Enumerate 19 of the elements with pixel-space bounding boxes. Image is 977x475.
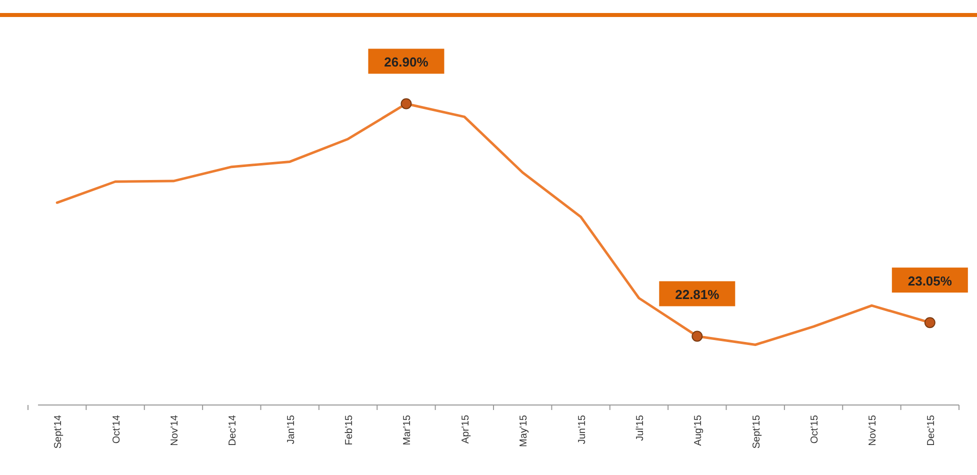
data-label: 26.90% [384, 54, 429, 70]
x-tick-label: May'15 [518, 414, 530, 447]
x-tick-label: Sept'14 [53, 414, 64, 449]
data-label: 23.05% [908, 274, 952, 289]
x-tick-label: Apr'15 [460, 414, 472, 444]
x-tick-label: Dec'14 [228, 414, 239, 446]
data-label: 22.81% [675, 287, 720, 302]
x-tick-label: Sept'15 [751, 414, 762, 449]
x-tick-label: Nov'15 [868, 414, 879, 446]
x-tick-label: Mar'15 [402, 414, 414, 446]
x-tick-label: Oct'14 [111, 414, 122, 444]
x-tick-label: Jul'15 [634, 414, 646, 441]
x-tick-label: Feb'15 [344, 414, 356, 446]
x-tick-label: Dec'15 [926, 414, 937, 446]
x-tick-label: Jun'15 [576, 414, 588, 444]
x-tick-label: Jan'15 [286, 414, 297, 444]
x-tick-label: Oct'15 [810, 414, 821, 444]
x-tick-label: Nov'14 [169, 414, 180, 446]
x-tick-label: Aug'15 [693, 414, 704, 446]
